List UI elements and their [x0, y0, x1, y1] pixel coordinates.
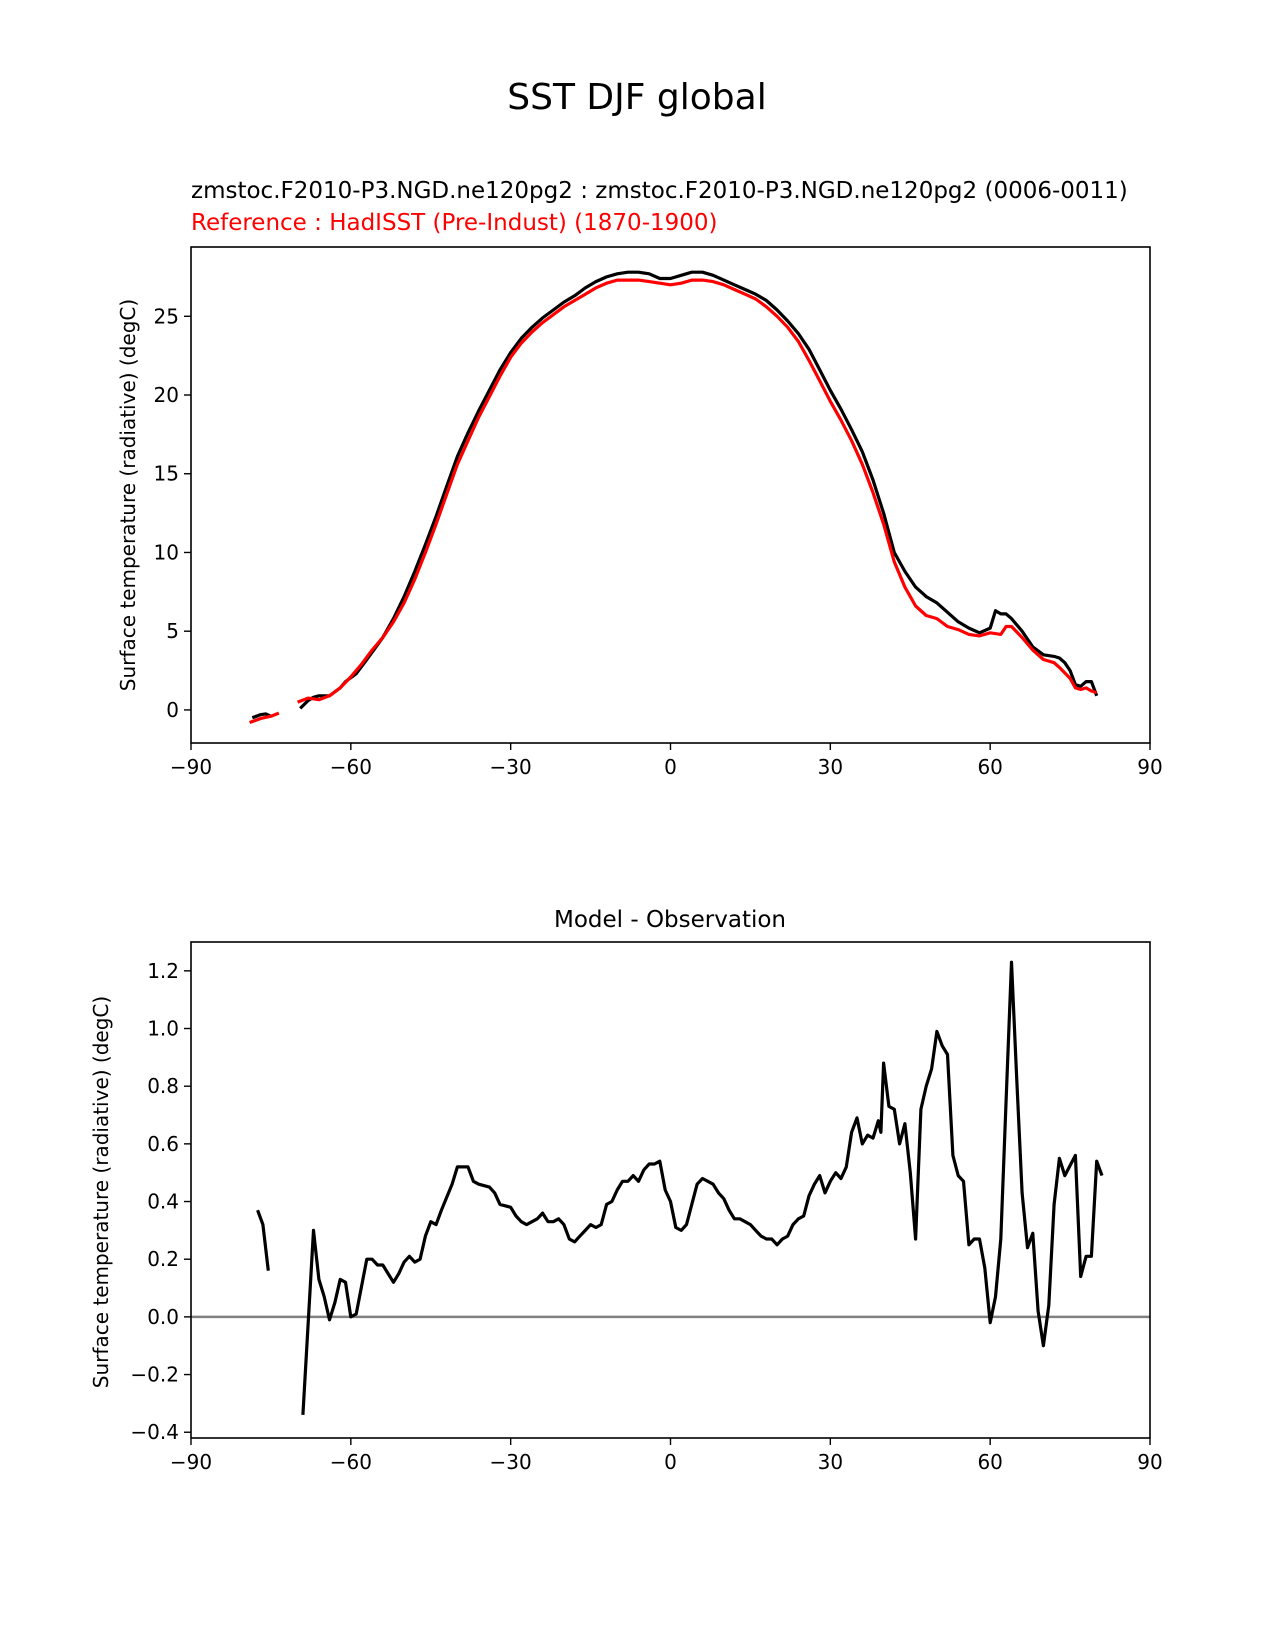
bottom-x-tick-label: −60 [330, 1450, 372, 1474]
top-x-tick-label: −30 [490, 755, 532, 779]
bottom-difference-line-seg-1 [301, 960, 1104, 1415]
top-reference-line-seg-0 [249, 711, 280, 725]
top-x-tick-label: 0 [664, 755, 677, 779]
bottom-difference-line-seg-0 [256, 1209, 270, 1271]
bottom-series-layer [191, 960, 1150, 1415]
bottom-x-tick-label: −30 [490, 1450, 532, 1474]
bottom-x-tick-label: 30 [818, 1450, 843, 1474]
top-y-tick-label: 0 [166, 698, 179, 722]
top-y-tick-label: 20 [154, 383, 179, 407]
bottom-y-tick-label: 1.2 [147, 959, 179, 983]
top-x-tick-label: 60 [977, 755, 1002, 779]
top-y-tick-label: 10 [154, 540, 179, 564]
bottom-x-tick-label: 90 [1137, 1450, 1162, 1474]
bottom-y-tick-label: 1.0 [147, 1017, 179, 1041]
bottom-y-tick-label: −0.2 [130, 1363, 179, 1387]
top-series-layer [249, 270, 1099, 725]
top-y-axis-label: Surface temperature (radiative) (degC) [116, 299, 140, 691]
bottom-x-tick-label: 60 [977, 1450, 1002, 1474]
bottom-y-tick-label: 0.2 [147, 1247, 179, 1271]
bottom-y-tick-label: −0.4 [130, 1420, 179, 1444]
bottom-y-tick-label: 0.8 [147, 1074, 179, 1098]
top-x-tick-label: 30 [818, 755, 843, 779]
bottom-plot-frame [190, 941, 1151, 1439]
top-x-tick-label: −60 [330, 755, 372, 779]
top-reference-line-seg-1 [297, 278, 1098, 704]
top-panel: zmstoc.F2010-P3.NGD.ne120pg2 : zmstoc.F2… [116, 178, 1163, 779]
top-x-tick-label: 90 [1137, 755, 1162, 779]
top-y-tick-label: 15 [154, 462, 179, 486]
test-subtitle: zmstoc.F2010-P3.NGD.ne120pg2 : zmstoc.F2… [191, 178, 1128, 204]
top-y-tick-label: 25 [154, 304, 179, 328]
bottom-ticks-layer: −90 −60 −30 0 30 60 90 −0.4 −0.2 0.0 0.2 0.4 0.6 0.8 1… [130, 959, 1162, 1474]
top-y-tick-label: 5 [166, 619, 179, 643]
bottom-title: Model - Observation [554, 907, 786, 933]
bottom-y-tick-label: 0.4 [147, 1190, 179, 1214]
top-test-line-seg-0 [251, 712, 272, 720]
bottom-y-tick-label: 0.6 [147, 1132, 179, 1156]
top-plot-frame [190, 246, 1151, 744]
bottom-panel: Model - Observation Surface temperature … [89, 907, 1163, 1474]
top-ticks-layer: −90 −60 −30 0 30 60 90 0 5 10 15 20 25 [154, 304, 1163, 779]
top-test-line-seg-1 [299, 270, 1099, 710]
bottom-x-tick-label: −90 [170, 1450, 212, 1474]
figure-title: SST DJF global [507, 77, 766, 118]
top-x-tick-label: −90 [170, 755, 212, 779]
bottom-y-tick-label: 0.0 [147, 1305, 179, 1329]
bottom-x-tick-label: 0 [664, 1450, 677, 1474]
bottom-y-axis-label: Surface temperature (radiative) (degC) [89, 996, 113, 1388]
reference-subtitle: Reference : HadISST (Pre-Indust) (1870-1… [191, 210, 718, 236]
